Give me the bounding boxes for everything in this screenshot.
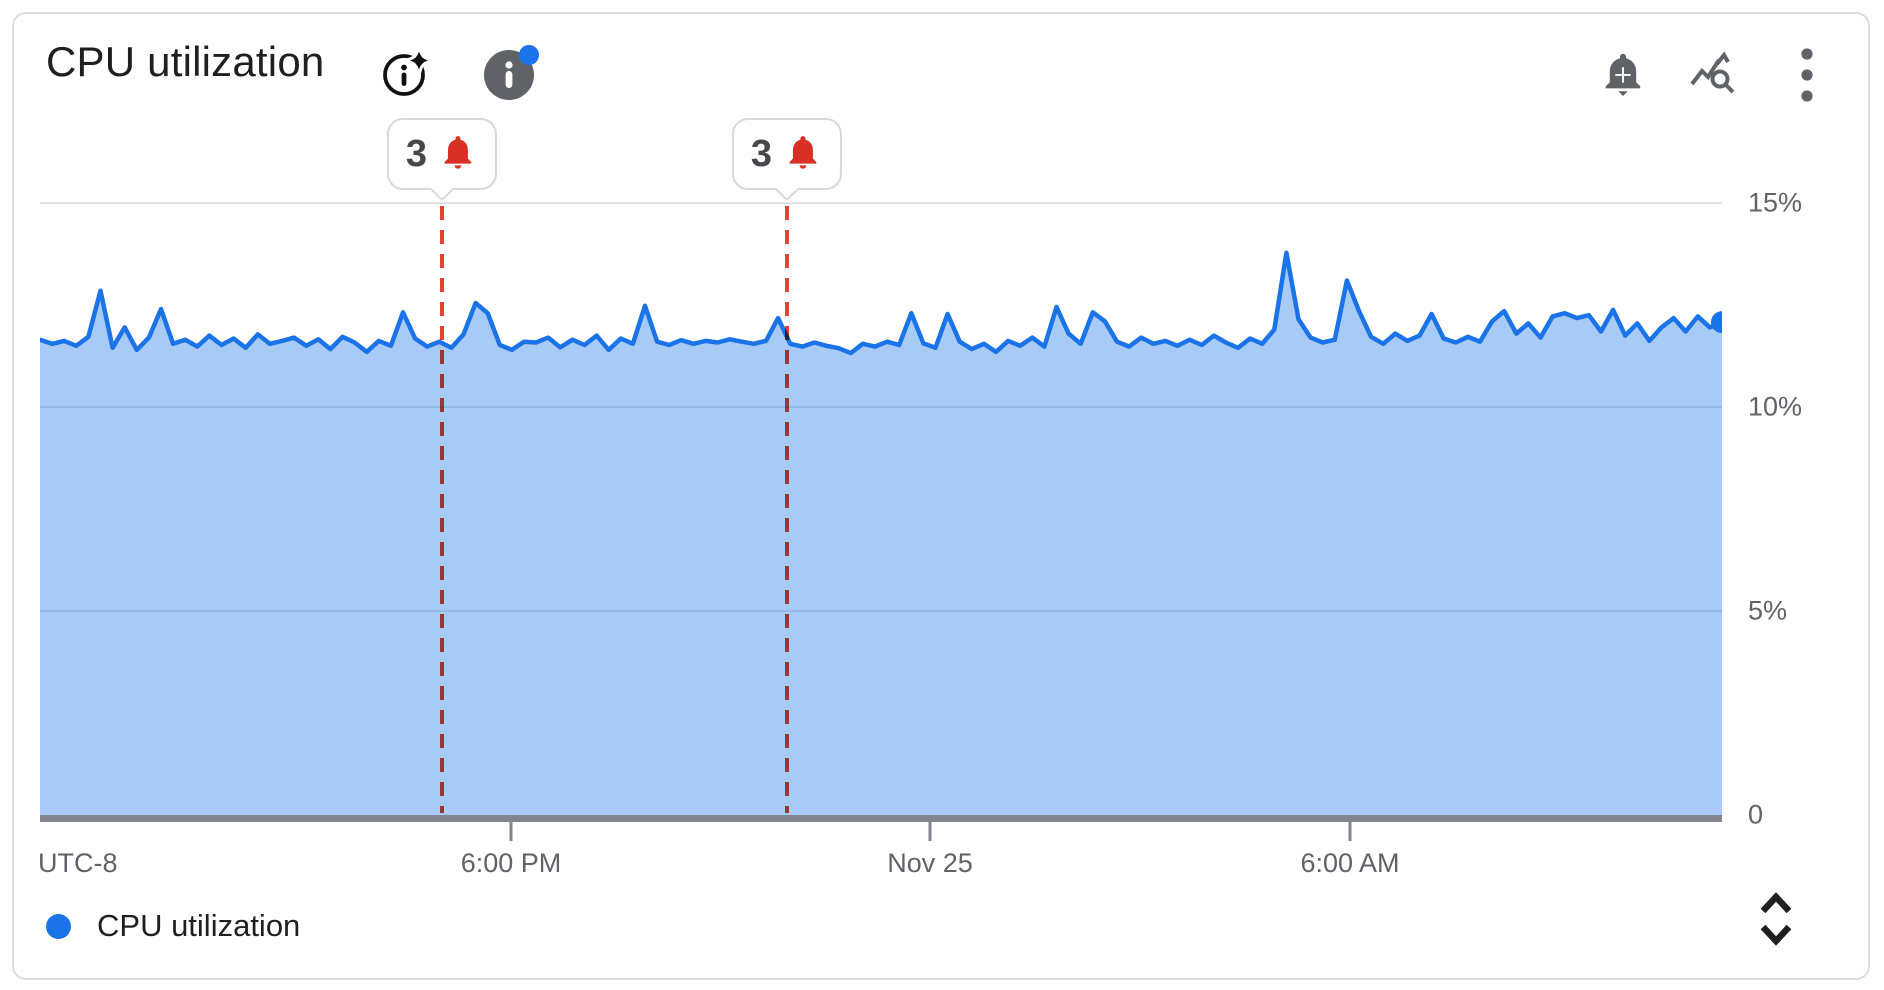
y-axis-tick-label: 15%: [1748, 187, 1803, 218]
legend-item-cpu-utilization[interactable]: CPU utilization: [46, 908, 300, 944]
cpu-utilization-chart[interactable]: [40, 160, 1722, 850]
y-axis-tick-label: 0: [1748, 799, 1764, 830]
legend-series-label: CPU utilization: [97, 908, 301, 943]
add-alert-button[interactable]: [1600, 50, 1646, 96]
bell-plus-icon: [1600, 53, 1646, 99]
alert-count: 3: [750, 132, 773, 175]
ai-insight-button[interactable]: [380, 39, 440, 102]
chevron-up-down-icon: [1756, 892, 1796, 953]
y-axis-tick-label: 5%: [1748, 595, 1788, 626]
kebab-menu-icon: [1799, 48, 1815, 107]
x-axis-tick-label: 6:00 AM: [1300, 848, 1400, 878]
timezone-label: UTC-8: [38, 848, 118, 878]
expand-collapse-control[interactable]: [1756, 888, 1796, 950]
explore-data-button[interactable]: [1689, 49, 1737, 97]
x-axis-tick-label: 6:00 PM: [460, 848, 562, 878]
alert-marker-chip[interactable]: 3: [731, 118, 843, 202]
more-options-button[interactable]: [1799, 46, 1815, 104]
x-axis-tick-label: Nov 25: [887, 848, 973, 878]
info-badge-icon: [482, 45, 540, 105]
legend-series-dot: [46, 913, 71, 939]
alert-bell-icon: [438, 132, 478, 177]
alert-bell-icon: [783, 132, 823, 177]
chart-magnifier-icon: [1689, 51, 1737, 100]
y-axis-tick-label: 10%: [1748, 391, 1803, 422]
ai-info-sparkle-icon: [380, 39, 440, 102]
page-title: CPU utilization: [46, 38, 325, 85]
info-button[interactable]: [482, 44, 540, 102]
alert-marker-chip[interactable]: 3: [386, 118, 498, 202]
alert-count: 3: [405, 132, 428, 175]
